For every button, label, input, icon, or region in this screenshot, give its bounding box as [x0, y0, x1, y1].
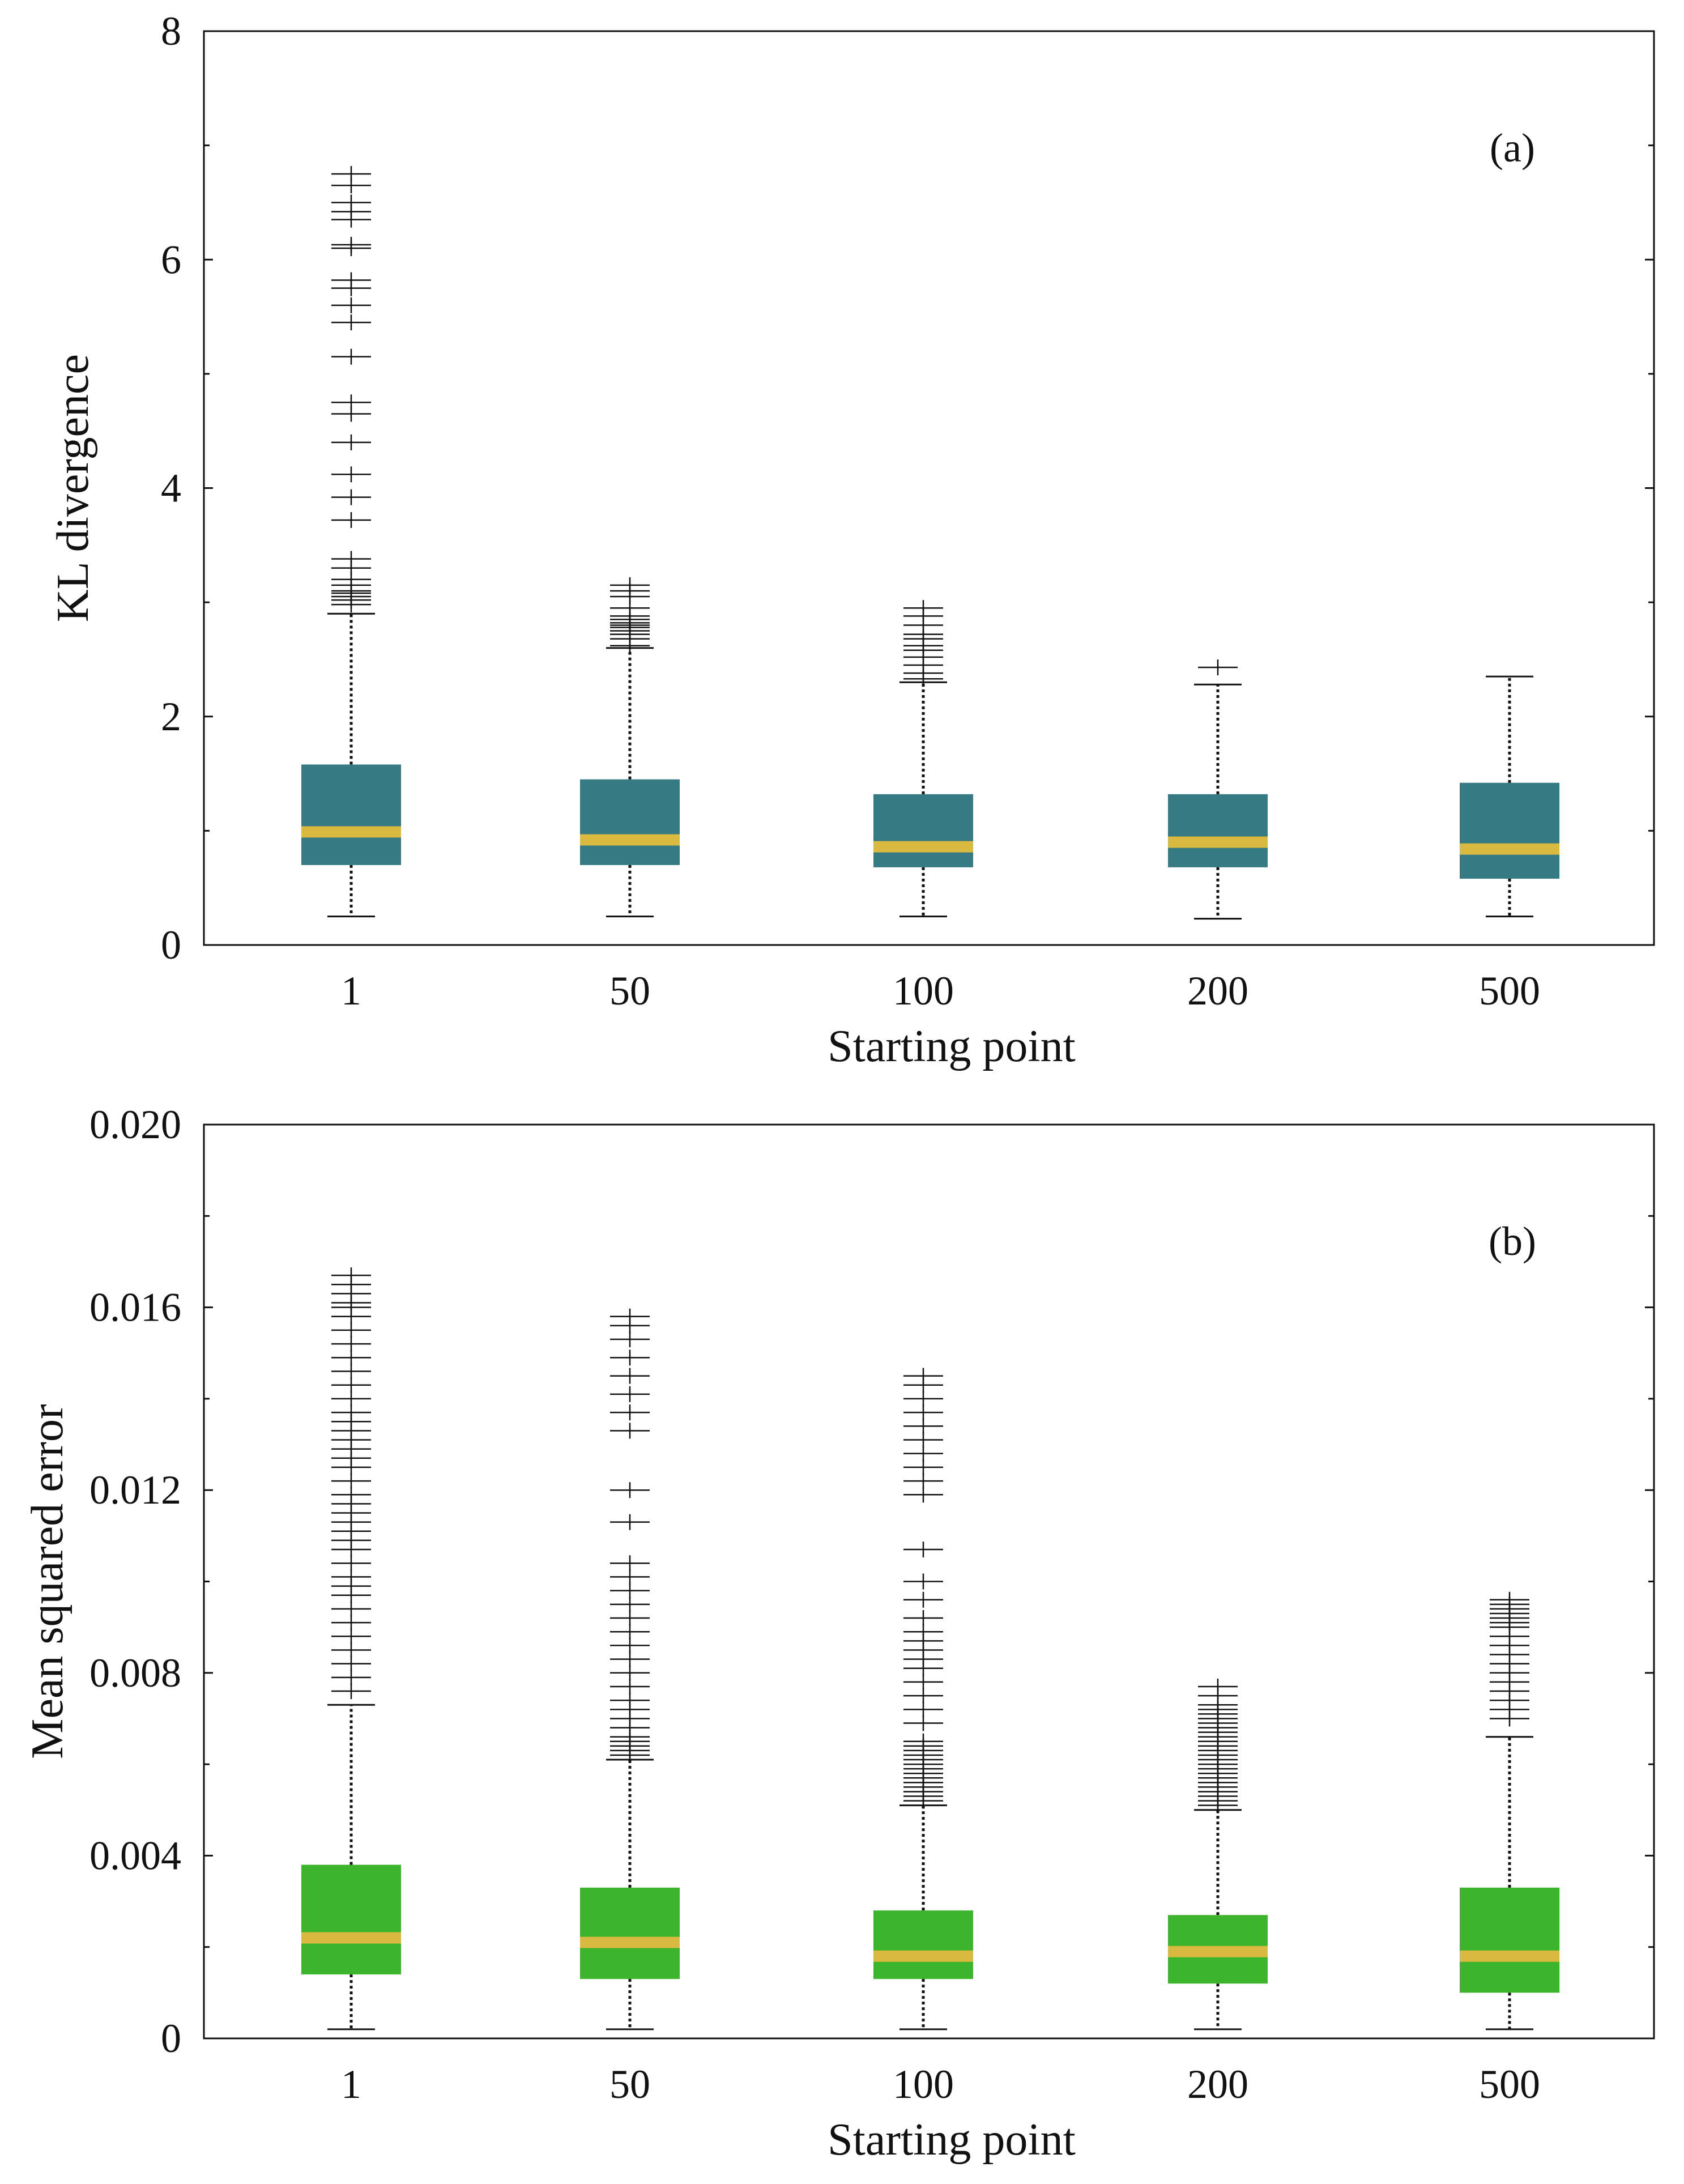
- y-tick-label: 0.008: [89, 1650, 181, 1696]
- median-line: [301, 1932, 401, 1944]
- panel-b: 0 0.004 0.008 0.012 0.016 0.020 1 50 100 200 500 St…: [23, 1102, 1655, 2165]
- median-line: [301, 826, 401, 838]
- y-tick-label: 8: [161, 8, 181, 54]
- box-50: [580, 577, 680, 918]
- box-body: [873, 794, 973, 867]
- box-100: [873, 600, 973, 918]
- x-tick-label: 500: [1479, 2062, 1540, 2107]
- x-tick-label: 500: [1479, 968, 1540, 1014]
- box-200: [1168, 1678, 1268, 2030]
- box-50: [580, 1308, 680, 2030]
- y-tick-label: 6: [161, 237, 181, 282]
- y-tick-label: 0.020: [89, 1102, 181, 1147]
- median-line: [580, 834, 680, 846]
- box-500: [1460, 1591, 1559, 2030]
- x-tick-label: 50: [609, 968, 650, 1014]
- y-tick-label: 4: [161, 466, 181, 511]
- x-axis-label: Starting point: [828, 1021, 1076, 1071]
- x-tick-label: 50: [609, 2062, 650, 2107]
- box-200: [1168, 659, 1268, 920]
- median-line: [580, 1936, 680, 1948]
- median-line: [1460, 1950, 1559, 1962]
- median-line: [873, 1950, 973, 1962]
- y-tick-label: 0.004: [89, 1833, 181, 1878]
- box-body: [1168, 794, 1268, 867]
- x-tick-label: 100: [893, 968, 954, 1014]
- y-tick-label: 0.012: [89, 1467, 181, 1513]
- y-axis-label: KL divergence: [48, 354, 98, 622]
- y-tick-label: 0: [161, 2016, 181, 2061]
- box-body: [301, 1864, 401, 1975]
- median-line: [1460, 843, 1559, 855]
- box-body: [301, 764, 401, 865]
- panel-a: 0 2 4 6 8 1 50 100 200 500 Starting point KL diverg…: [48, 8, 1655, 1071]
- median-line: [1168, 836, 1268, 848]
- y-tick-label: 2: [161, 694, 181, 739]
- y-tick-label: 0: [161, 922, 181, 968]
- y-axis-label: Mean squared error: [23, 1404, 73, 1759]
- box-body: [1460, 782, 1559, 879]
- y-tick-label: 0.016: [89, 1285, 181, 1330]
- x-tick-label: 200: [1187, 968, 1248, 1014]
- box-1: [301, 166, 401, 918]
- box-500: [1460, 675, 1559, 918]
- x-tick-label: 1: [341, 2062, 361, 2107]
- x-tick-label: 100: [893, 2062, 954, 2107]
- median-line: [1168, 1945, 1268, 1957]
- panel-label: (b): [1489, 1219, 1536, 1264]
- box-body: [580, 779, 680, 865]
- box-body: [580, 1887, 680, 1979]
- box-1: [301, 1267, 401, 2030]
- x-tick-label: 200: [1187, 2062, 1248, 2107]
- panel-label: (a): [1490, 125, 1535, 171]
- x-axis-label: Starting point: [828, 2115, 1076, 2165]
- box-body: [873, 1910, 973, 1979]
- x-tick-label: 1: [341, 968, 361, 1014]
- median-line: [873, 841, 973, 853]
- box-100: [873, 1368, 973, 2030]
- box-body: [1460, 1887, 1559, 1993]
